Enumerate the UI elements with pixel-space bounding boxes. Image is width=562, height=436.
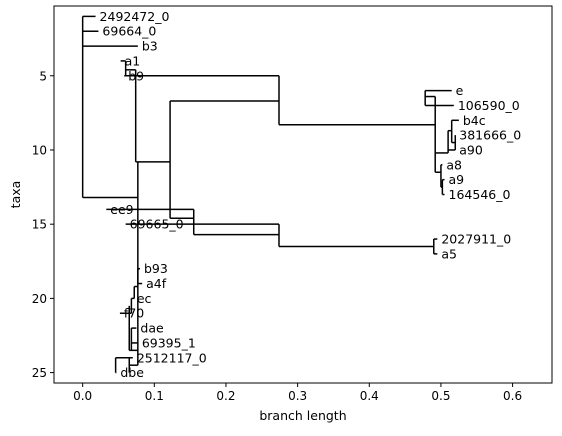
leaf-label: b93 — [144, 261, 168, 276]
leaf-label: 2512117_0 — [137, 350, 207, 365]
x-tick-label: 0.5 — [431, 389, 450, 403]
leaf-label: e — [456, 83, 464, 98]
y-tick-label: 10 — [32, 143, 47, 157]
leaf-label: a9 — [449, 172, 465, 187]
y-tick-label: 5 — [39, 69, 47, 83]
x-tick-label: 0.1 — [145, 389, 164, 403]
leaf-label: 106590_0 — [458, 98, 520, 113]
leaf-label: b3 — [142, 39, 158, 54]
leaf-label: ec — [137, 291, 152, 306]
leaf-label: f70 — [124, 306, 144, 321]
leaf-label: 69395_1 — [142, 335, 196, 350]
x-tick-label: 0.2 — [216, 389, 235, 403]
y-tick-label: 20 — [32, 292, 47, 306]
leaf-label: a4f — [146, 276, 167, 291]
leaf-label: b4c — [463, 113, 486, 128]
leaf-label: dae — [140, 321, 164, 336]
leaf-label: a1 — [125, 53, 141, 68]
y-tick-label: 15 — [32, 218, 47, 232]
x-axis-label: branch length — [259, 408, 346, 423]
leaf-label: 2492472_0 — [100, 9, 170, 24]
leaf-label: 381666_0 — [459, 128, 521, 143]
x-axis-ticks: 0.0 0.1 0.2 0.3 0.4 0.5 0.6 — [73, 383, 522, 403]
leaf-label: 69665_0 — [130, 217, 184, 232]
leaf-label: 164546_0 — [449, 187, 511, 202]
leaf-label: b9 — [128, 68, 144, 83]
y-axis-label: taxa — [8, 181, 23, 209]
leaf-label: a90 — [459, 142, 483, 157]
leaf-label: a8 — [446, 157, 462, 172]
y-tick-label: 25 — [32, 366, 47, 380]
tree-branches — [81, 15, 459, 374]
leaf-label: ee9 — [110, 202, 133, 217]
x-tick-label: 0.0 — [73, 389, 92, 403]
leaf-label: a5 — [441, 246, 457, 261]
leaf-label: 2027911_0 — [441, 232, 511, 247]
plot-frame — [53, 5, 553, 384]
y-axis-ticks: 5 10 15 20 25 — [32, 69, 54, 380]
x-tick-label: 0.4 — [360, 389, 379, 403]
x-tick-label: 0.3 — [288, 389, 307, 403]
leaf-label: 69664_0 — [102, 24, 156, 39]
leaf-label: dbe — [120, 365, 144, 380]
x-tick-label: 0.6 — [503, 389, 522, 403]
